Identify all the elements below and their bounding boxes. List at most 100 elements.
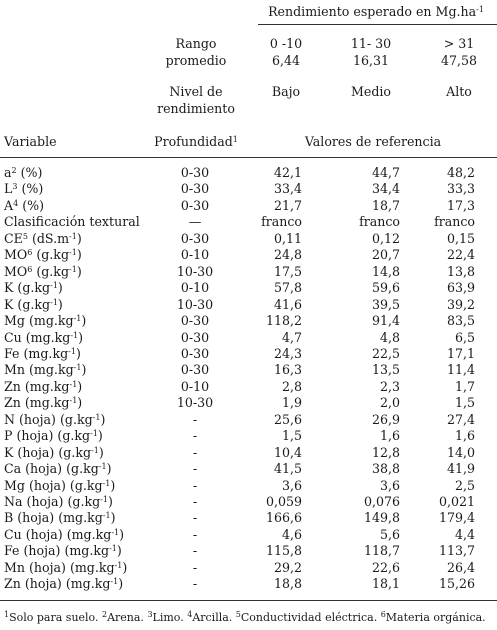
row-profundidad: - xyxy=(192,444,198,460)
row-value-alto: franco xyxy=(434,214,475,230)
row-value-bajo: 24,3 xyxy=(273,345,302,361)
variable-header: Variable xyxy=(4,134,57,149)
table-row: L3 (%) 0-30 33,4 34,4 33,3 xyxy=(0,181,497,197)
row-value-alto: 48,2 xyxy=(446,165,475,180)
row-value-alto: 17,3 xyxy=(446,197,475,213)
table-row: CE5 (dS.m-1) 0-30 0,11 0,12 0,15 xyxy=(0,231,497,247)
row-value-medio: 26,9 xyxy=(371,411,400,427)
table-row: K (g.kg-1) 0-10 57,8 59,6 63,9 xyxy=(0,280,497,296)
row-value-alto: 27,4 xyxy=(446,411,475,427)
row-value-alto: 11,4 xyxy=(446,362,475,378)
row-variable: MO6 (g.kg-1) xyxy=(4,247,82,263)
footnote-marker: 4 xyxy=(187,610,193,619)
row-profundidad: 0-10 xyxy=(180,378,210,394)
row-value-alto: 39,2 xyxy=(446,296,475,312)
table-row: B (hoja) (mg.kg-1) - 166,6 149,8 179,4 xyxy=(0,510,497,526)
row-value-medio: 44,7 xyxy=(371,165,400,180)
row-value-alto: 41,9 xyxy=(446,461,475,477)
footnote-text: Materia orgánica. xyxy=(385,611,486,624)
row-value-alto: 33,3 xyxy=(446,181,475,197)
row-value-medio: 22,5 xyxy=(371,345,400,361)
row-value-medio: 34,4 xyxy=(371,181,400,197)
row-value-bajo: 10,4 xyxy=(273,444,302,460)
table-row: K (hoja) (g.kg-1) - 10,4 12,8 14,0 xyxy=(0,445,497,461)
table-row: MO6 (g.kg-1) 0-10 24,8 20,7 22,4 xyxy=(0,247,497,263)
footnote-marker: 3 xyxy=(147,610,153,619)
row-value-alto: 83,5 xyxy=(446,313,475,329)
row-variable: L3 (%) xyxy=(4,181,44,197)
row-profundidad: 0-30 xyxy=(180,362,210,378)
row-variable: MO6 (g.kg-1) xyxy=(4,263,82,279)
row-profundidad: - xyxy=(192,559,198,575)
row-value-bajo: 29,2 xyxy=(273,559,302,575)
table-row: Mn (mg.kg-1) 0-30 16,3 13,5 11,4 xyxy=(0,362,497,378)
row-value-bajo: 3,6 xyxy=(281,477,302,493)
rango-label: Rango xyxy=(175,36,217,51)
row-value-bajo: 4,6 xyxy=(281,526,302,542)
rango-bajo: 0 -10 xyxy=(269,36,303,51)
header-rule xyxy=(0,157,497,158)
footnote-text: Conductividad eléctrica. xyxy=(240,611,381,624)
row-variable: Ca (hoja) (g.kg-1) xyxy=(4,461,112,477)
row-value-alto: 17,1 xyxy=(446,345,475,361)
table-row: K (g.kg-1) 10-30 41,6 39,5 39,2 xyxy=(0,297,497,313)
row-value-alto: 113,7 xyxy=(438,543,475,559)
row-value-bajo: franco xyxy=(261,214,302,230)
row-variable: N (hoja) (g.kg-1) xyxy=(4,411,106,427)
row-value-bajo: 166,6 xyxy=(265,510,302,526)
row-variable: A4 (%) xyxy=(4,197,44,213)
row-variable: a2 (%) xyxy=(4,165,43,180)
row-profundidad: 0-30 xyxy=(180,329,210,345)
row-variable: Cu (mg.kg-1) xyxy=(4,329,84,345)
valores-header: Valores de referencia xyxy=(304,134,442,149)
row-value-bajo: 41,5 xyxy=(273,461,302,477)
table-row: Mg (mg.kg-1) 0-30 118,2 91,4 83,5 xyxy=(0,313,497,329)
row-variable: Na (hoja) (g.kg-1) xyxy=(4,494,113,509)
row-profundidad: - xyxy=(192,428,198,444)
row-value-bajo: 0,059 xyxy=(265,494,302,509)
row-value-bajo: 33,4 xyxy=(273,181,302,197)
bottom-rule xyxy=(0,600,497,601)
row-profundidad: 10-30 xyxy=(176,395,214,411)
row-value-bajo: 42,1 xyxy=(273,165,302,180)
row-profundidad: — xyxy=(188,214,202,230)
profundidad-header-text: Profundidad xyxy=(154,134,233,149)
row-variable: CE5 (dS.m-1) xyxy=(4,230,82,246)
row-value-alto: 179,4 xyxy=(438,510,475,526)
row-value-medio: 13,5 xyxy=(371,362,400,378)
promedio-label-alt: promedio xyxy=(165,53,227,68)
row-value-medio: 149,8 xyxy=(363,510,400,526)
row-value-alto: 2,5 xyxy=(454,477,475,493)
row-variable: K (g.kg-1) xyxy=(4,296,63,312)
footnote: 1Solo para suelo. 2Arena. 3Limo. 4Arcill… xyxy=(4,610,486,625)
row-value-bajo: 41,6 xyxy=(273,296,302,312)
group-title-rule xyxy=(258,24,497,25)
nivel-bajo: Bajo xyxy=(271,84,301,99)
row-value-medio: 14,8 xyxy=(371,263,400,279)
row-profundidad: - xyxy=(192,576,198,592)
group-title: Rendimiento esperado en Mg.ha-1 xyxy=(268,4,484,20)
table-row: Cu (mg.kg-1) 0-30 4,7 4,8 6,5 xyxy=(0,330,497,346)
row-profundidad: 0-10 xyxy=(180,280,210,296)
row-value-bajo: 115,8 xyxy=(265,543,302,559)
row-value-bajo: 24,8 xyxy=(273,247,302,263)
rango-alto: > 31 xyxy=(443,36,475,51)
row-profundidad: 0-30 xyxy=(180,345,210,361)
row-value-bajo: 17,5 xyxy=(273,263,302,279)
row-value-alto: 0,15 xyxy=(446,230,475,246)
row-value-medio: 2,0 xyxy=(379,395,400,411)
row-profundidad: - xyxy=(192,543,198,559)
row-profundidad: 10-30 xyxy=(176,263,214,279)
row-value-alto: 1,6 xyxy=(454,428,475,444)
group-title-sup: -1 xyxy=(476,5,484,14)
row-value-medio: 12,8 xyxy=(371,444,400,460)
nivel-label-1: Nivel de xyxy=(169,84,223,99)
row-value-alto: 4,4 xyxy=(454,526,475,542)
row-value-bajo: 1,5 xyxy=(281,428,302,444)
row-profundidad: 0-30 xyxy=(180,181,210,197)
footnote-text: Arcilla. xyxy=(192,611,236,624)
nivel-alto: Alto xyxy=(446,84,472,99)
row-variable: Mn (hoja) (mg.kg-1) xyxy=(4,559,128,575)
row-profundidad: 0-30 xyxy=(180,197,210,213)
footnote-text: Arena. xyxy=(107,611,148,624)
